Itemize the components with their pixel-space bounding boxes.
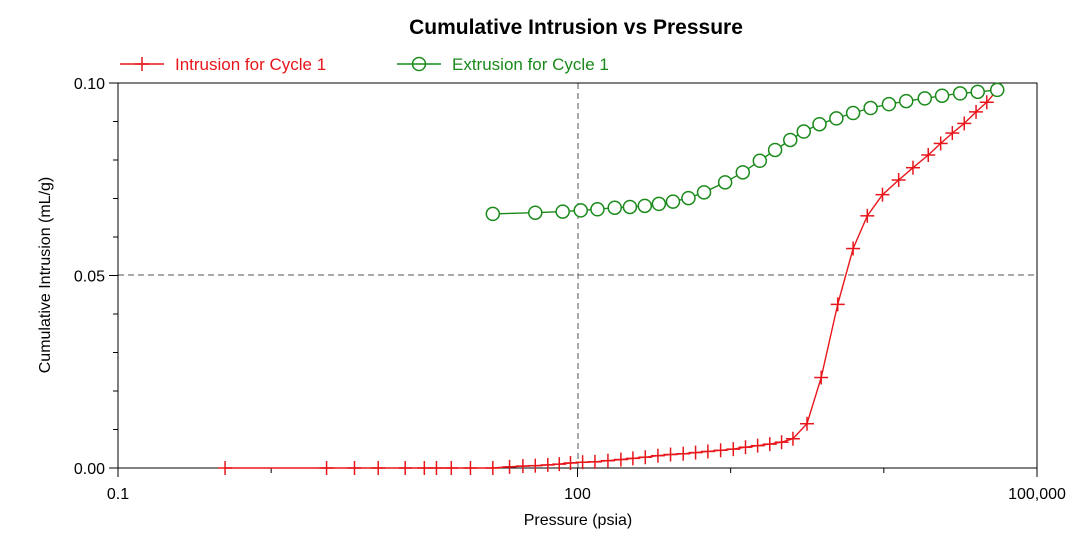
intrusion-data-point bbox=[785, 431, 800, 446]
extrusion-data-point bbox=[607, 200, 622, 215]
intrusion-series-line bbox=[225, 89, 998, 469]
series-layer bbox=[218, 82, 1005, 475]
intrusion-data-point bbox=[587, 454, 602, 469]
extrusion-data-point bbox=[622, 199, 638, 215]
intrusion-data-point bbox=[600, 453, 615, 468]
legend-extrusion-marker bbox=[411, 56, 427, 72]
extrusion-data-point bbox=[796, 124, 811, 139]
extrusion-data-point bbox=[665, 194, 681, 209]
y-axis-label: Cumulative Intrusion (mL/g) bbox=[37, 177, 54, 374]
y-tick-label: 0.10 bbox=[74, 76, 105, 93]
extrusion-data-point bbox=[696, 185, 712, 200]
extrusion-data-point bbox=[829, 111, 844, 126]
intrusion-data-point bbox=[429, 461, 444, 475]
legend: Intrusion for Cycle 1 Extrusion for Cycl… bbox=[120, 55, 609, 74]
extrusion-data-point bbox=[881, 96, 897, 112]
extrusion-data-point bbox=[917, 91, 933, 106]
intrusion-data-point bbox=[921, 147, 936, 162]
extrusion-data-point bbox=[898, 93, 914, 109]
intrusion-data-point bbox=[417, 461, 432, 475]
intrusion-data-point bbox=[676, 446, 691, 461]
intrusion-data-point bbox=[688, 445, 703, 460]
x-axis: 0.1 100 100,000 bbox=[107, 468, 1066, 503]
legend-intrusion-label: Intrusion for Cycle 1 bbox=[175, 55, 326, 74]
intrusion-data-point bbox=[540, 457, 555, 472]
intrusion-data-point bbox=[218, 461, 233, 475]
extrusion-data-point bbox=[863, 100, 878, 116]
y-tick-label: 0.00 bbox=[74, 461, 105, 478]
intrusion-data-point bbox=[945, 126, 960, 141]
intrusion-data-point bbox=[774, 435, 789, 450]
x-tick-label: 100 bbox=[564, 486, 591, 503]
intrusion-data-point bbox=[762, 437, 777, 452]
extrusion-data-point bbox=[845, 105, 861, 121]
extrusion-data-point bbox=[970, 84, 985, 100]
intrusion-data-point bbox=[875, 187, 890, 202]
extrusion-series-line bbox=[492, 89, 998, 215]
x-tick-label: 0.1 bbox=[107, 486, 129, 503]
intrusion-data-point bbox=[700, 444, 715, 459]
intrusion-data-point bbox=[485, 461, 500, 475]
intrusion-data-point bbox=[575, 455, 590, 470]
intrusion-data-point bbox=[957, 116, 972, 131]
legend-item-extrusion: Extrusion for Cycle 1 bbox=[397, 55, 609, 74]
extrusion-data-point bbox=[555, 204, 570, 219]
intrusion-data-point bbox=[515, 459, 530, 474]
intrusion-data-point bbox=[979, 95, 994, 110]
intrusion-data-point bbox=[738, 440, 753, 455]
intrusion-data-point bbox=[830, 297, 845, 312]
intrusion-data-point bbox=[613, 452, 628, 467]
intrusion-data-point bbox=[347, 461, 362, 475]
intrusion-data-point bbox=[905, 160, 920, 175]
extrusion-data-point bbox=[812, 116, 827, 132]
extrusion-data-point bbox=[735, 165, 751, 180]
intrusion-data-point bbox=[398, 461, 413, 475]
intrusion-data-point bbox=[663, 447, 678, 462]
extrusion-data-point bbox=[717, 175, 733, 190]
intrusion-data-point bbox=[814, 370, 829, 385]
extrusion-data-point bbox=[637, 198, 653, 214]
intrusion-data-point bbox=[463, 461, 478, 475]
intrusion-data-point bbox=[726, 442, 741, 457]
intrusion-data-point bbox=[750, 438, 765, 453]
extrusion-data-point bbox=[989, 82, 1005, 98]
extrusion-data-point bbox=[952, 86, 968, 101]
chart-title: Cumulative Intrusion vs Pressure bbox=[409, 16, 743, 39]
intrusion-data-point bbox=[638, 450, 653, 465]
intrusion-data-point bbox=[552, 457, 567, 472]
intrusion-data-point bbox=[933, 136, 948, 151]
intrusion-data-point bbox=[799, 416, 814, 431]
intrusion-data-point bbox=[371, 461, 386, 475]
intrusion-data-point bbox=[650, 448, 665, 463]
extrusion-data-point bbox=[681, 190, 696, 206]
x-axis-label: Pressure (psia) bbox=[524, 512, 632, 529]
intrusion-data-point bbox=[860, 208, 875, 223]
intrusion-data-point bbox=[846, 241, 861, 256]
extrusion-data-point bbox=[528, 205, 543, 220]
y-axis: 0.00 0.05 0.10 bbox=[74, 76, 118, 478]
intrusion-data-point bbox=[528, 458, 543, 473]
extrusion-data-point bbox=[485, 206, 501, 222]
extrusion-data-point bbox=[934, 88, 950, 103]
intrusion-data-point bbox=[502, 459, 517, 474]
intrusion-data-point bbox=[969, 104, 984, 119]
intrusion-data-point bbox=[625, 451, 640, 466]
x-tick-label: 100,000 bbox=[1008, 486, 1066, 503]
intrusion-data-point bbox=[319, 461, 334, 475]
intrusion-data-point bbox=[563, 455, 578, 470]
extrusion-data-point bbox=[767, 142, 783, 158]
intrusion-data-point bbox=[891, 173, 906, 188]
intrusion-data-point bbox=[713, 443, 728, 458]
intrusion-data-point bbox=[444, 461, 459, 475]
legend-item-intrusion: Intrusion for Cycle 1 bbox=[120, 55, 326, 74]
y-tick-label: 0.05 bbox=[74, 269, 105, 286]
legend-extrusion-label: Extrusion for Cycle 1 bbox=[452, 55, 609, 74]
extrusion-data-point bbox=[783, 132, 798, 148]
extrusion-data-point bbox=[590, 202, 605, 217]
extrusion-data-point bbox=[651, 196, 667, 212]
extrusion-data-point bbox=[573, 203, 588, 218]
extrusion-data-point bbox=[752, 153, 768, 169]
